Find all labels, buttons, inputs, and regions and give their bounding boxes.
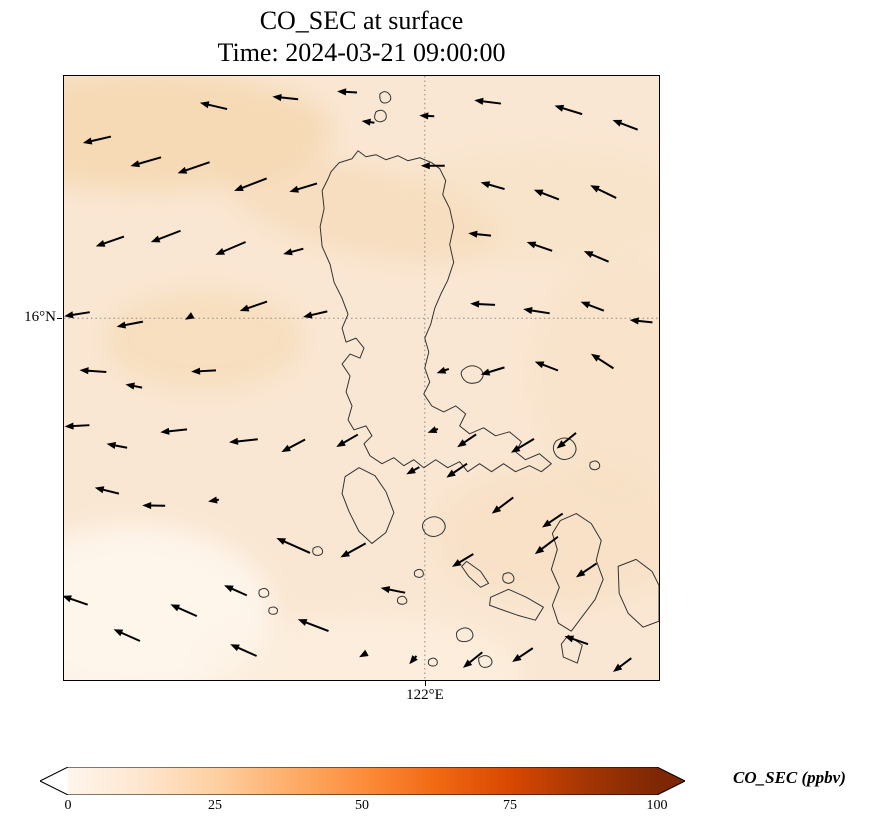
wind-arrow: [239, 300, 268, 312]
wind-arrow: [177, 161, 210, 174]
wind-arrow: [554, 104, 583, 116]
colorbar-under-arrow: [40, 767, 68, 795]
wind-arrow: [468, 230, 492, 238]
colorbar-tick-0: 0: [64, 798, 72, 813]
wind-arrow: [542, 512, 564, 528]
wind-arrow: [234, 177, 268, 192]
x-axis-tick-label: 122°E: [406, 687, 444, 703]
wind-arrow: [113, 629, 141, 642]
colorbar-tick-75: 75: [503, 798, 517, 813]
wind-arrow: [534, 535, 559, 555]
wind-arrow: [130, 156, 162, 168]
wind-arrow: [575, 562, 598, 578]
wind-arrow: [451, 553, 474, 567]
wind-arrow: [446, 462, 468, 478]
wind-arrow: [208, 496, 220, 504]
map-panel: [63, 75, 660, 681]
wind-arrow: [215, 241, 246, 255]
wind-arrow: [79, 367, 107, 375]
wind-arrow: [64, 422, 90, 430]
wind-arrow: [510, 437, 535, 453]
colorbar-tick-25: 25: [208, 798, 222, 813]
wind-arrow: [406, 466, 420, 475]
wind-arrow: [142, 501, 166, 510]
wind-arrow: [612, 119, 639, 131]
wind-arrow: [359, 649, 369, 658]
wind-arrow: [229, 437, 258, 445]
colorbar-canvas: [40, 767, 685, 795]
graticule: [64, 76, 659, 680]
wind-arrow: [629, 317, 653, 325]
wind-arrow: [297, 619, 329, 633]
wind-arrow: [526, 241, 553, 252]
wind-arrow: [184, 312, 195, 320]
wind-arrow: [380, 586, 406, 594]
wind-arrow: [336, 433, 359, 448]
wind-arrow: [470, 300, 496, 308]
x-axis-tick-mark: [425, 681, 426, 686]
wind-arrow: [94, 486, 120, 495]
wind-arrow: [533, 189, 560, 201]
wind-arrow: [420, 162, 445, 170]
wind-arrow: [480, 366, 505, 376]
colorbar-label: CO_SEC (ppbv): [733, 768, 846, 787]
wind-arrow: [276, 537, 311, 554]
wind-arrow: [534, 361, 559, 372]
wind-arrow: [150, 229, 181, 243]
wind-arrow: [491, 496, 514, 514]
wind-arrow: [64, 595, 89, 606]
wind-arrow: [480, 181, 505, 191]
wind-arrow: [556, 432, 577, 449]
wind-arrow: [106, 441, 128, 450]
wind-arrow: [523, 306, 550, 315]
wind-arrow: [427, 426, 439, 434]
wind-arrow: [337, 88, 358, 96]
title-line-1: CO_SEC at surface: [259, 6, 464, 35]
wind-arrow: [303, 310, 328, 319]
title-line-2: Time: 2024-03-21 09:00:00: [217, 37, 506, 67]
wind-arrow: [590, 353, 615, 370]
wind-arrow: [82, 135, 112, 145]
y-axis-tick-label: 16°N: [24, 309, 56, 325]
wind-vectors-layer: [64, 88, 653, 672]
co-concentration-shading: [64, 76, 659, 680]
wind-arrow: [474, 97, 502, 105]
colorbar-gradient-body: [68, 767, 657, 795]
colorbar-over-arrow: [657, 767, 685, 795]
wind-arrow: [409, 655, 418, 665]
wind-arrow: [436, 366, 450, 374]
wind-arrow: [230, 644, 258, 657]
colorbar-tick-100: 100: [646, 798, 668, 813]
wind-arrow: [281, 438, 306, 453]
wind-arrow: [612, 657, 632, 672]
wind-arrow: [361, 118, 375, 126]
wind-arrow: [95, 235, 125, 247]
wind-arrow: [457, 433, 477, 448]
wind-arrow: [340, 542, 367, 558]
figure-title: CO_SEC at surface Time: 2024-03-21 09:00…: [63, 5, 660, 68]
wind-arrow: [590, 185, 617, 199]
wind-arrow: [283, 247, 304, 256]
wind-arrow: [116, 320, 144, 329]
wind-arrow: [64, 311, 90, 319]
wind-arrow: [170, 604, 198, 618]
wind-arrow: [224, 585, 248, 597]
y-axis-tick-mark: [57, 318, 62, 319]
wind-arrow: [191, 367, 217, 375]
wind-arrow: [462, 651, 483, 668]
wind-arrow: [583, 251, 609, 263]
wind-arrow: [419, 112, 435, 120]
colorbar: [40, 767, 685, 795]
wind-arrow: [199, 101, 228, 111]
wind-arrow: [272, 93, 299, 102]
wind-arrow: [580, 301, 605, 312]
map-canvas: [64, 76, 659, 680]
wind-arrow: [512, 647, 534, 663]
wind-arrow: [289, 182, 318, 193]
colorbar-tick-50: 50: [355, 798, 369, 813]
wind-arrow: [160, 427, 188, 435]
wind-arrow: [564, 635, 589, 646]
wind-arrow: [125, 382, 143, 390]
